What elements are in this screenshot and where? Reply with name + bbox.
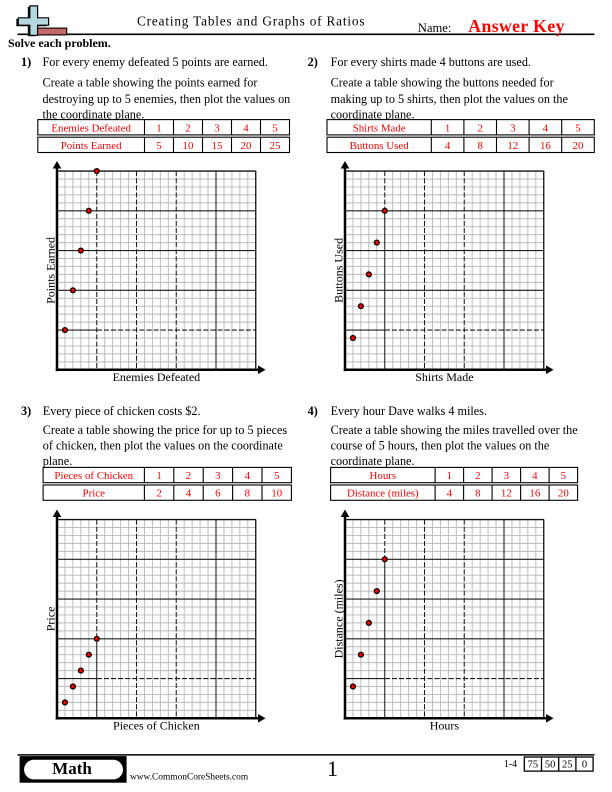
svg-text:5: 5 — [156, 140, 162, 152]
svg-text:8: 8 — [475, 488, 481, 500]
svg-text:12: 12 — [507, 140, 518, 152]
svg-text:20: 20 — [573, 140, 584, 152]
svg-text:of chicken, then plot the valu: of chicken, then plot the values on the … — [43, 439, 283, 453]
svg-text:Shirts Made: Shirts Made — [415, 370, 473, 384]
svg-text:4: 4 — [445, 140, 451, 152]
svg-text:Buttons Used: Buttons Used — [350, 140, 410, 152]
svg-text:25: 25 — [562, 760, 573, 771]
svg-text:20: 20 — [558, 488, 569, 500]
svg-text:5: 5 — [575, 122, 581, 134]
svg-text:5: 5 — [561, 470, 567, 482]
svg-text:1: 1 — [156, 470, 161, 482]
svg-text:Hours: Hours — [430, 718, 460, 732]
svg-text:16: 16 — [529, 488, 540, 500]
svg-text:4: 4 — [447, 488, 453, 500]
svg-text:Shirts Made: Shirts Made — [353, 122, 406, 134]
svg-text:1-4: 1-4 — [504, 759, 517, 770]
svg-text:15: 15 — [212, 140, 223, 152]
svg-text:20: 20 — [241, 140, 252, 152]
svg-text:Create a table showing the pri: Create a table showing the price for up … — [43, 423, 288, 437]
svg-text:Creating Tables and Graphs of: Creating Tables and Graphs of Ratios — [137, 14, 365, 29]
svg-text:destroying up to 5 enemies, th: destroying up to 5 enemies, then plot th… — [43, 92, 291, 106]
svg-text:4: 4 — [243, 122, 249, 134]
svg-text:3): 3) — [21, 404, 31, 418]
svg-text:For every enemy defeated 5 poi: For every enemy defeated 5 points are ea… — [43, 55, 268, 69]
svg-text:2: 2 — [185, 122, 190, 134]
svg-text:0: 0 — [582, 760, 587, 771]
svg-text:Distance (miles): Distance (miles) — [331, 579, 345, 658]
svg-text:75: 75 — [528, 760, 539, 771]
svg-text:Hours: Hours — [370, 470, 397, 482]
svg-text:Enemies Defeated: Enemies Defeated — [113, 370, 201, 384]
svg-text:10: 10 — [183, 140, 194, 152]
svg-text:Solve each problem.: Solve each problem. — [8, 36, 111, 50]
svg-text:4: 4 — [543, 122, 549, 134]
svg-text:coordinate plane.: coordinate plane. — [331, 454, 415, 468]
svg-text:Pieces of Chicken: Pieces of Chicken — [54, 470, 133, 482]
svg-text:1): 1) — [21, 55, 31, 69]
svg-text:making up to 5 shirts, then pl: making up to 5 shirts, then plot the val… — [331, 92, 568, 106]
svg-text:2: 2 — [475, 470, 480, 482]
svg-text:Price: Price — [43, 607, 57, 632]
svg-text:1: 1 — [447, 470, 452, 482]
svg-text:For every shirts made 4 button: For every shirts made 4 buttons are used… — [331, 55, 531, 69]
svg-text:4): 4) — [308, 404, 318, 418]
svg-text:8: 8 — [477, 140, 483, 152]
svg-text:the coordinate plane.: the coordinate plane. — [43, 107, 145, 121]
svg-text:25: 25 — [270, 140, 281, 152]
svg-text:Every hour Dave walks 4 miles.: Every hour Dave walks 4 miles. — [331, 404, 487, 418]
svg-text:3: 3 — [510, 122, 516, 134]
svg-text:3: 3 — [214, 122, 220, 134]
svg-text:3: 3 — [504, 470, 510, 482]
svg-text:3: 3 — [215, 470, 221, 482]
svg-text:4: 4 — [245, 470, 251, 482]
svg-text:Points Earned: Points Earned — [43, 237, 57, 304]
svg-text:5: 5 — [274, 470, 280, 482]
svg-text:50: 50 — [545, 760, 556, 771]
svg-text:Pieces of Chicken: Pieces of Chicken — [113, 718, 200, 732]
svg-text:Create a table showing the poi: Create a table showing the points earned… — [43, 76, 258, 90]
svg-text:1: 1 — [445, 122, 450, 134]
svg-text:Math: Math — [52, 759, 92, 778]
svg-text:Every piece of chicken costs $: Every piece of chicken costs $2. — [43, 404, 201, 418]
svg-text:Points Earned: Points Earned — [61, 140, 122, 152]
svg-text:Create a table showing the but: Create a table showing the buttons neede… — [331, 76, 554, 90]
svg-text:16: 16 — [540, 140, 551, 152]
svg-text:8: 8 — [245, 488, 251, 500]
svg-text:4: 4 — [186, 488, 192, 500]
svg-text:2: 2 — [186, 470, 191, 482]
svg-text:plane.: plane. — [43, 454, 72, 468]
svg-text:5: 5 — [272, 122, 278, 134]
svg-text:1: 1 — [327, 756, 338, 781]
svg-text:6: 6 — [215, 488, 221, 500]
svg-text:12: 12 — [501, 488, 512, 500]
svg-text:2: 2 — [156, 488, 161, 500]
svg-text:www.CommonCoreSheets.com: www.CommonCoreSheets.com — [130, 772, 249, 782]
svg-text:2: 2 — [477, 122, 482, 134]
svg-text:course of 5 hours, then plot t: course of 5 hours, then plot the values … — [331, 439, 550, 453]
svg-text:10: 10 — [271, 488, 282, 500]
svg-text:Enemies Defeated: Enemies Defeated — [51, 122, 131, 134]
svg-text:2): 2) — [308, 55, 318, 69]
svg-text:Distance (miles): Distance (miles) — [347, 488, 419, 500]
svg-text:Name:: Name: — [418, 21, 452, 35]
svg-text:4: 4 — [532, 470, 538, 482]
svg-text:1: 1 — [156, 122, 161, 134]
svg-text:Buttons Used: Buttons Used — [331, 238, 345, 303]
svg-text:Create a table showing the mil: Create a table showing the miles travell… — [331, 423, 578, 437]
svg-text:coordinate plane.: coordinate plane. — [331, 107, 415, 121]
svg-text:Answer Key: Answer Key — [468, 16, 565, 36]
svg-text:Price: Price — [83, 488, 106, 500]
